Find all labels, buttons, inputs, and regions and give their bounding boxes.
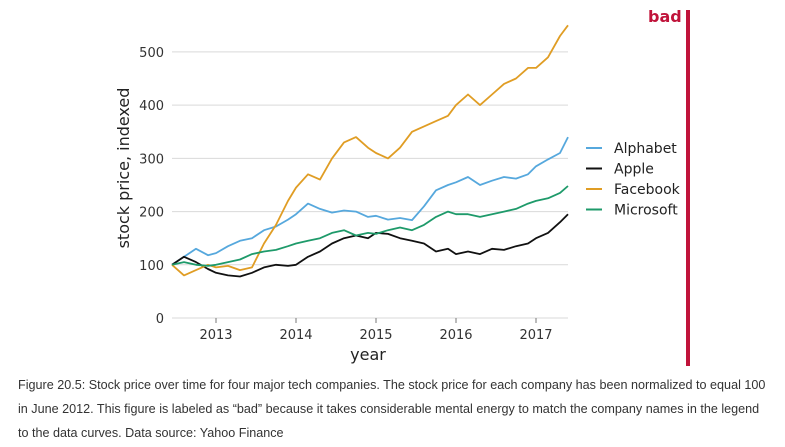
series-line-alphabet	[171, 136, 569, 266]
figure-caption: Figure 20.5: Stock price over time for f…	[18, 378, 766, 440]
x-tick-label: 2013	[199, 328, 232, 343]
series-line-facebook	[171, 24, 569, 277]
y-axis-title: stock price, indexed	[114, 88, 133, 249]
x-axis-ticks: 2013 2014 2015 2016 2017	[199, 318, 553, 343]
series-line-microsoft	[171, 185, 569, 267]
legend: Alphabet Apple Facebook Microsoft	[586, 141, 681, 219]
legend-label-alphabet: Alphabet	[614, 141, 677, 157]
y-tick-label: 200	[139, 206, 164, 221]
bad-badge-label: bad	[648, 7, 682, 26]
legend-label-facebook: Facebook	[614, 182, 681, 198]
bad-badge-bar	[686, 10, 690, 366]
x-tick-label: 2017	[519, 328, 552, 343]
legend-label-apple: Apple	[614, 162, 654, 178]
x-tick-label: 2014	[279, 328, 312, 343]
y-tick-label: 400	[139, 99, 164, 114]
series-line-apple	[171, 213, 569, 278]
y-tick-label: 0	[156, 312, 164, 327]
stock-chart: 0 100 200 300 400 500 2013 2014 2015 2016 2017 Al…	[114, 24, 681, 364]
x-axis-title: year	[350, 345, 386, 364]
data-series	[171, 24, 569, 278]
grid-lines	[172, 51, 568, 319]
y-tick-label: 100	[139, 259, 164, 274]
legend-label-microsoft: Microsoft	[614, 203, 678, 219]
y-tick-label: 300	[139, 152, 164, 167]
y-tick-label: 500	[139, 46, 164, 61]
y-axis-ticks: 0 100 200 300 400 500	[139, 46, 164, 327]
x-tick-label: 2015	[359, 328, 392, 343]
x-tick-label: 2016	[439, 328, 472, 343]
